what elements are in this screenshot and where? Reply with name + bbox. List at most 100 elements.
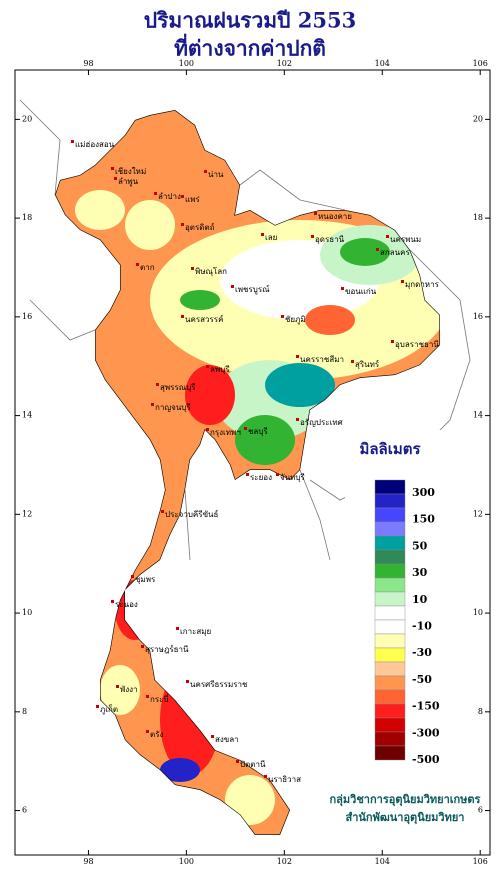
place-label: พิษณุโลก — [195, 266, 227, 276]
station-marker — [401, 280, 404, 283]
station-marker — [311, 235, 314, 238]
place-label: หนองคาย — [318, 212, 352, 221]
legend-swatch — [374, 689, 406, 705]
legend-label: -150 — [412, 700, 440, 713]
title-line: ที่ต่างจากค่าปกติ — [174, 33, 326, 61]
station-marker — [181, 315, 184, 318]
station-marker — [191, 267, 194, 270]
y-tick-label: 16 — [473, 312, 483, 321]
y-tick-label: 18 — [473, 213, 483, 222]
y-tick-label: 6 — [478, 806, 483, 815]
station-marker — [161, 510, 164, 513]
place-label: นราธิวาส — [268, 775, 301, 784]
place-label: ระยอง — [250, 473, 272, 482]
legend-swatch — [374, 731, 406, 747]
place-label: นครศรีธรรมราช — [190, 680, 248, 689]
map-frame — [14, 69, 491, 856]
station-marker — [181, 223, 184, 226]
x-tick-label: 102 — [277, 857, 292, 866]
x-tick-label: 100 — [179, 59, 194, 68]
legend-label: -10 — [412, 620, 432, 633]
place-label: อุดรธานี — [315, 235, 345, 244]
place-label: อุตรดิตถ์ — [185, 222, 215, 232]
legend-swatch — [374, 479, 406, 495]
legend-swatch — [374, 703, 406, 719]
place-label: เลย — [265, 233, 277, 242]
station-marker — [296, 418, 299, 421]
station-marker — [181, 195, 184, 198]
place-label: ตรัง — [150, 730, 163, 739]
place-label: ขอนแก่น — [345, 287, 377, 296]
y-tick-label: 12 — [22, 509, 32, 518]
station-marker — [131, 575, 134, 578]
place-label: น่าน — [208, 170, 224, 179]
place-label: นครราชสีมา — [300, 355, 344, 364]
legend-title: มิลลิเมตร — [359, 440, 421, 458]
legend-swatch — [374, 591, 406, 607]
legend-swatch — [374, 493, 406, 509]
place-label: แม่ฮ่องสอน — [75, 140, 115, 149]
station-marker — [264, 775, 267, 778]
legend-label: 30 — [412, 566, 428, 579]
station-marker — [111, 167, 114, 170]
place-label: ระนอง — [115, 600, 138, 609]
place-label: กระบี่ — [150, 693, 169, 704]
x-tick-label: 104 — [375, 857, 390, 866]
credit-line: สำนักพัฒนาอุตุนิยมวิทยา — [346, 811, 465, 825]
station-marker — [151, 403, 154, 406]
place-label: นครสวรรค์ — [185, 314, 223, 324]
legend-swatch — [374, 507, 406, 523]
station-marker — [136, 263, 139, 266]
place-label: อุบลราชธานี — [395, 340, 439, 349]
legend-swatch — [374, 577, 406, 593]
y-tick-label: 16 — [22, 312, 32, 321]
legend-label: 150 — [412, 513, 435, 526]
y-tick-label: 10 — [473, 608, 483, 617]
legend-swatch — [374, 745, 406, 761]
place-label: ชัยภูมิ — [285, 315, 306, 325]
place-label: สุราษฎร์ธานี — [145, 644, 189, 654]
x-tick-label: 102 — [277, 59, 292, 68]
station-marker — [116, 685, 119, 688]
station-marker — [296, 355, 299, 358]
station-marker — [176, 627, 179, 630]
legend-label: 10 — [412, 593, 428, 606]
legend-swatch — [374, 675, 406, 691]
station-marker — [231, 285, 234, 288]
station-marker — [391, 340, 394, 343]
place-label: สงขลา — [215, 735, 239, 744]
place-label: พังงา — [120, 685, 138, 694]
y-tick-label: 20 — [473, 114, 483, 123]
place-label: สุรินทร์ — [355, 359, 380, 369]
y-tick-label: 8 — [22, 707, 27, 716]
legend-swatch — [374, 633, 406, 649]
legend-label: 50 — [412, 539, 428, 552]
y-tick-label: 20 — [22, 114, 32, 123]
place-label: ชุมพร — [135, 575, 156, 584]
y-tick-label: 18 — [22, 213, 32, 222]
station-marker — [341, 287, 344, 290]
y-tick-label: 12 — [473, 509, 483, 518]
station-marker — [351, 360, 354, 363]
place-label: ลำปาง — [158, 192, 181, 201]
place-label: ปัตตานี — [240, 760, 266, 769]
legend-swatch — [374, 563, 406, 579]
place-label: ตาก — [140, 263, 155, 272]
x-tick-label: 98 — [83, 59, 93, 68]
legend-swatch — [374, 521, 406, 537]
station-marker — [281, 315, 284, 318]
station-marker — [314, 212, 317, 215]
place-label: เชียงใหม่ — [115, 167, 146, 176]
place-label: นครพนม — [390, 235, 421, 244]
x-tick-label: 100 — [179, 857, 194, 866]
station-marker — [376, 248, 379, 251]
station-marker — [246, 473, 249, 476]
credit-line: กลุ่มวิชาการอุตุนิยมวิทยาเกษตร — [330, 793, 481, 807]
place-label: มุกดาหาร — [405, 280, 440, 289]
station-marker — [96, 705, 99, 708]
station-marker — [114, 177, 117, 180]
place-label: ประจวบคีรีขันธ์ — [165, 509, 219, 519]
y-tick-label: 8 — [478, 707, 483, 716]
station-marker — [261, 233, 264, 236]
